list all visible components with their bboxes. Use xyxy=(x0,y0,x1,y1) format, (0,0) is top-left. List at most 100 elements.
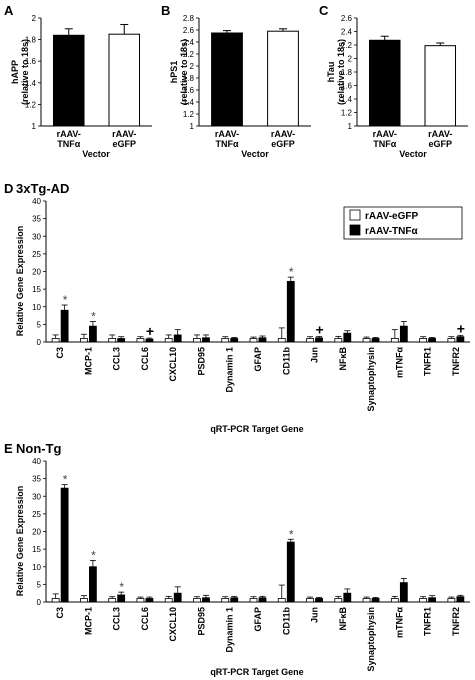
bar xyxy=(362,598,371,603)
bar xyxy=(286,541,295,603)
bar xyxy=(60,487,69,603)
bar xyxy=(428,597,437,603)
bar xyxy=(173,334,182,343)
bar xyxy=(117,338,126,343)
significance-marker: * xyxy=(289,527,294,541)
bar xyxy=(108,338,117,343)
y-tick-label: 40 xyxy=(32,457,41,466)
bar xyxy=(211,32,243,127)
panel-e-title: Non-Tg xyxy=(16,441,62,456)
category-label: TNFR1 xyxy=(423,607,433,636)
bar xyxy=(230,338,239,343)
category-label: Synaptophysin xyxy=(366,607,376,672)
category-label: TNFα xyxy=(215,139,238,149)
category-label: C3 xyxy=(55,607,65,619)
y-tick-label: 10 xyxy=(32,563,41,572)
bar xyxy=(447,338,456,343)
panel-d-xlabel: qRT-PCR Target Gene xyxy=(210,424,303,434)
panel-a: A hAPP (relative to 18s) 1 1.2 1.4 1.6 1.8 2 r… xyxy=(4,3,152,159)
category-label: CCL3 xyxy=(112,347,122,371)
bar xyxy=(419,598,428,603)
significance-marker: * xyxy=(63,293,68,307)
bar xyxy=(80,598,88,603)
y-tick-label: 20 xyxy=(32,528,41,537)
bar xyxy=(447,598,456,603)
category-label: CCL3 xyxy=(112,607,122,631)
panel-c-ylabel-line1: hTau xyxy=(326,62,336,83)
significance-marker: * xyxy=(289,265,294,279)
category-label: Synaptophysin xyxy=(366,347,376,412)
y-tick-label: 30 xyxy=(32,232,41,241)
category-label: rAAV- xyxy=(271,129,295,139)
bar xyxy=(315,598,323,603)
legend-label-egfp: rAAV-eGFP xyxy=(365,211,418,222)
bar xyxy=(371,338,380,343)
y-tick-label: 2.2 xyxy=(341,41,353,50)
category-label: Dynamin 1 xyxy=(225,607,235,653)
bar xyxy=(108,598,117,603)
bar xyxy=(315,337,323,343)
bar xyxy=(52,34,85,127)
bar xyxy=(136,338,145,343)
bar xyxy=(277,598,286,603)
bar xyxy=(267,30,299,127)
bar xyxy=(145,338,154,343)
bar xyxy=(424,45,457,127)
bar xyxy=(145,598,154,603)
category-label: rAAV- xyxy=(57,129,81,139)
category-label: TNFR2 xyxy=(451,607,461,636)
category-label: CCL6 xyxy=(140,347,150,371)
bar xyxy=(306,338,314,343)
significance-marker: * xyxy=(63,473,68,487)
panel-c-ylabel-line2: (relative to 18s) xyxy=(336,39,346,105)
panel-d-title: 3xTg-AD xyxy=(16,181,69,196)
panel-c: C hTau (relative to 18s) 1 1.2 1.4 1.6 1.8 2 2… xyxy=(319,3,468,159)
bar xyxy=(164,338,173,343)
panel-a-xlabel: Vector xyxy=(82,149,110,159)
y-tick-label: 1.6 xyxy=(341,82,353,91)
bar xyxy=(399,325,408,343)
y-tick-label: 40 xyxy=(32,197,41,206)
bar xyxy=(390,338,399,343)
bar xyxy=(456,596,465,603)
bar xyxy=(173,592,182,603)
bar xyxy=(108,33,141,127)
panel-b: B hPS1 (relative to 18s) 1 1.2 1.4 1.6 1.8 2 2… xyxy=(161,3,311,159)
category-label: NFκB xyxy=(338,347,348,371)
bar xyxy=(334,338,343,343)
bar xyxy=(258,337,267,343)
significance-marker: * xyxy=(91,548,96,562)
y-tick-label: 35 xyxy=(32,475,41,484)
category-label: TNFα xyxy=(373,139,396,149)
bar xyxy=(202,597,210,603)
bar xyxy=(419,338,428,343)
bar xyxy=(428,338,437,343)
bar xyxy=(362,338,371,343)
category-label: Jun xyxy=(310,607,320,623)
category-label: CXCL10 xyxy=(168,347,178,382)
panel-b-ylabel-line1: hPS1 xyxy=(169,61,179,84)
category-label: mTNFα xyxy=(394,347,404,378)
panel-e-xlabel: qRT-PCR Target Gene xyxy=(210,667,303,677)
panel-b-letter: B xyxy=(161,3,170,18)
category-label: CCL6 xyxy=(140,607,150,631)
significance-marker: * xyxy=(119,580,124,594)
y-tick-label: 1.4 xyxy=(25,79,37,88)
bar xyxy=(89,325,97,343)
y-tick-label: 1 xyxy=(190,122,195,131)
bar xyxy=(258,597,267,603)
category-label: GFAP xyxy=(253,607,263,632)
y-tick-label: 25 xyxy=(32,250,41,259)
category-label: rAAV- xyxy=(373,129,397,139)
y-tick-label: 30 xyxy=(32,492,41,501)
y-tick-label: 2.6 xyxy=(183,26,195,35)
y-tick-label: 1.8 xyxy=(25,36,37,45)
bar xyxy=(371,598,380,603)
bar xyxy=(51,598,60,603)
y-tick-label: 25 xyxy=(32,510,41,519)
bar xyxy=(390,598,399,603)
category-label: TNFα xyxy=(57,139,80,149)
category-label: mTNFα xyxy=(394,607,404,638)
y-tick-label: 2.8 xyxy=(183,14,195,23)
bar xyxy=(368,39,401,127)
